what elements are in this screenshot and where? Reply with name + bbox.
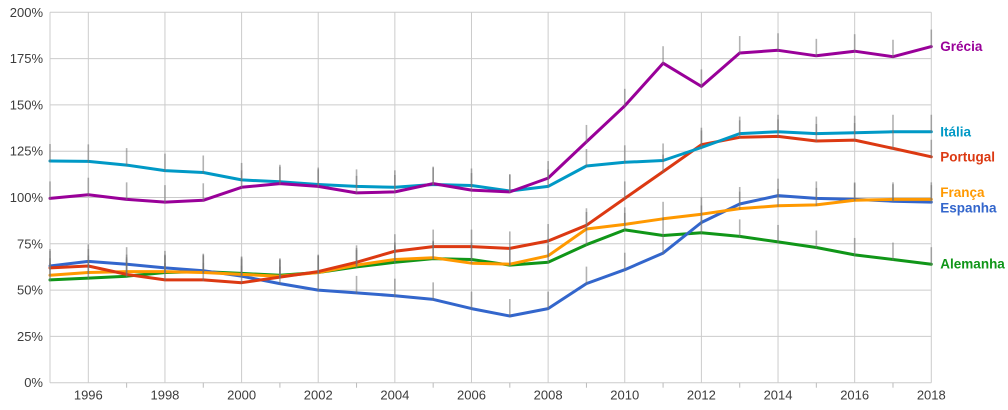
series-label-portugal: Portugal xyxy=(940,149,995,164)
data-point-stems xyxy=(49,29,933,318)
series-label-alemanha: Alemanha xyxy=(940,257,1005,272)
y-axis-labels: 0% 25% 50% 75% 100% 125% 150% 175% 200% xyxy=(10,5,44,390)
series-label-italia: Itália xyxy=(940,124,971,139)
series-line-franca xyxy=(48,197,933,278)
y-tick-label: 125% xyxy=(10,144,44,159)
y-tick-label: 150% xyxy=(10,97,44,112)
series-label-espanha: Espanha xyxy=(940,201,997,216)
x-tick-label: 2012 xyxy=(687,388,716,403)
y-tick-label: 50% xyxy=(17,283,43,298)
y-tick-label: 100% xyxy=(10,190,44,205)
y-tick-label: 200% xyxy=(10,5,44,20)
axis-ticks xyxy=(126,382,894,388)
x-tick-label: 2014 xyxy=(764,388,793,403)
x-tick-label: 2016 xyxy=(840,388,869,403)
x-tick-label: 2006 xyxy=(457,388,486,403)
y-tick-label: 0% xyxy=(24,375,43,390)
x-axis-labels: 1996 1998 2000 2002 2004 2006 2008 2010 2012 2014… xyxy=(74,388,946,403)
x-tick-label: 2004 xyxy=(380,388,409,403)
y-tick-label: 75% xyxy=(17,236,43,251)
series-label-grecia: Grécia xyxy=(940,39,983,54)
x-tick-label: 2002 xyxy=(304,388,333,403)
series-line-grecia xyxy=(48,45,933,204)
series-lines xyxy=(48,45,933,318)
x-tick-label: 2010 xyxy=(610,388,639,403)
x-tick-label: 2000 xyxy=(227,388,256,403)
x-tick-label: 1996 xyxy=(74,388,103,403)
x-tick-label: 2018 xyxy=(917,388,946,403)
series-line-espanha xyxy=(48,194,933,318)
series-line-portugal xyxy=(48,134,933,285)
series-line-italia xyxy=(48,130,933,193)
x-tick-label: 2008 xyxy=(534,388,563,403)
y-tick-label: 25% xyxy=(17,329,43,344)
y-tick-label: 175% xyxy=(10,51,44,66)
series-label-franca: França xyxy=(940,185,985,200)
x-tick-label: 1998 xyxy=(150,388,179,403)
